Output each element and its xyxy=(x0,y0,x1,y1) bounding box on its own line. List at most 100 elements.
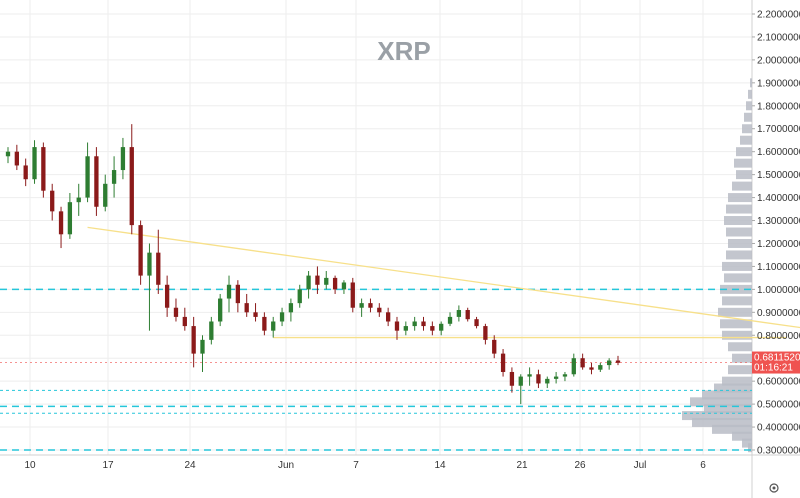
candle xyxy=(32,140,37,184)
candle-body xyxy=(182,316,187,327)
candle xyxy=(147,243,152,331)
current-price-label: 0.68115204 xyxy=(754,353,800,364)
candle xyxy=(58,206,64,249)
volume-profile-bar xyxy=(748,443,752,453)
candle xyxy=(580,353,585,370)
time-tick-label: 17 xyxy=(102,460,114,471)
time-tick-label: 26 xyxy=(574,460,586,471)
candle-body xyxy=(332,277,338,290)
candle-body xyxy=(120,147,126,171)
candle-body xyxy=(562,374,568,377)
volume-profile-bar xyxy=(748,89,752,99)
candle xyxy=(403,321,408,336)
volume-profile-bar xyxy=(732,181,752,191)
candle-body xyxy=(580,358,585,368)
trendlines xyxy=(87,226,800,339)
price-tick-label: 0.40000000 xyxy=(757,423,800,434)
volume-profile-bar xyxy=(720,319,752,329)
candle xyxy=(41,142,46,198)
volume-profile-bar xyxy=(728,365,752,375)
price-tick-label: 1.90000000 xyxy=(757,78,800,89)
candle xyxy=(315,266,320,294)
candle-body xyxy=(14,151,19,166)
candle xyxy=(262,312,267,336)
price-tick-label: 1.00000000 xyxy=(757,285,800,296)
candle-body xyxy=(164,284,170,308)
trendline xyxy=(87,226,800,329)
candle xyxy=(297,284,302,308)
candle-body xyxy=(191,326,196,354)
time-tick-label: Jul xyxy=(634,460,647,471)
candle-body xyxy=(41,147,46,191)
candle-body xyxy=(279,312,285,322)
candle xyxy=(76,183,81,216)
candle xyxy=(527,367,532,386)
candle xyxy=(23,158,28,187)
candle-body xyxy=(85,156,90,198)
candle xyxy=(447,312,453,327)
volume-profile-bar xyxy=(722,330,752,340)
price-tick-label: 2.10000000 xyxy=(757,32,800,43)
candle xyxy=(439,321,444,336)
candle xyxy=(94,147,99,216)
price-axis[interactable]: 2.20000000 2.10000000 2.00000000 1.90000000… xyxy=(752,10,800,457)
volume-profile-bar xyxy=(728,193,752,203)
volume-profile-bar xyxy=(682,411,752,421)
price-tick-label: 1.50000000 xyxy=(757,170,800,181)
gear-icon[interactable] xyxy=(769,483,779,493)
candle-body xyxy=(377,307,382,313)
volume-profile-bar xyxy=(722,376,752,386)
candle xyxy=(385,307,391,327)
candle-body xyxy=(244,303,249,313)
volume-profile-bar xyxy=(750,78,752,88)
candle-body xyxy=(76,197,81,203)
candle xyxy=(394,316,400,340)
candle xyxy=(226,275,232,313)
current-price-tag: 0.68115204 01:16:21 xyxy=(752,351,800,374)
candle-body xyxy=(536,374,541,384)
candle-countdown: 01:16:21 xyxy=(754,363,793,374)
time-tick-label: 7 xyxy=(353,460,359,471)
time-tick-label: 6 xyxy=(700,460,706,471)
price-tick-label: 2.20000000 xyxy=(757,10,800,21)
candle-body xyxy=(67,202,73,235)
candle xyxy=(288,298,294,322)
price-tick-label: 1.30000000 xyxy=(757,216,800,227)
candle xyxy=(209,316,214,345)
price-tick-label: 1.20000000 xyxy=(757,239,800,250)
candle-body xyxy=(518,376,523,386)
candle-body xyxy=(447,316,453,324)
volume-profile-bar xyxy=(736,170,752,180)
candle-body xyxy=(5,151,11,157)
candle xyxy=(306,271,311,299)
candle-body xyxy=(456,310,462,317)
candle-body xyxy=(324,277,329,285)
candle xyxy=(14,144,19,171)
candle xyxy=(589,362,594,375)
candle xyxy=(518,374,523,405)
volume-profile-bar xyxy=(714,383,752,393)
price-tick-label: 0.90000000 xyxy=(757,308,800,319)
candle-body xyxy=(103,183,108,207)
candles xyxy=(5,124,621,405)
candle-body xyxy=(58,211,64,235)
candle-body xyxy=(209,321,214,340)
candle-body xyxy=(527,374,532,377)
time-axis[interactable]: 10 17 24 Jun 7 14 21 26 Jul 6 xyxy=(24,460,706,471)
candle-body xyxy=(421,321,426,327)
candle xyxy=(430,321,435,336)
candle xyxy=(474,316,479,329)
candle-body xyxy=(465,310,470,320)
volume-profile-bar xyxy=(736,147,752,157)
candle-body xyxy=(200,339,205,354)
candle-body xyxy=(138,225,143,276)
volume-profile-bar xyxy=(724,273,752,283)
time-tick-label: 24 xyxy=(184,460,196,471)
candle xyxy=(111,156,117,198)
candle xyxy=(545,376,550,389)
candle xyxy=(368,298,373,313)
candle-body xyxy=(94,156,99,207)
volume-profile-bar xyxy=(726,204,752,214)
